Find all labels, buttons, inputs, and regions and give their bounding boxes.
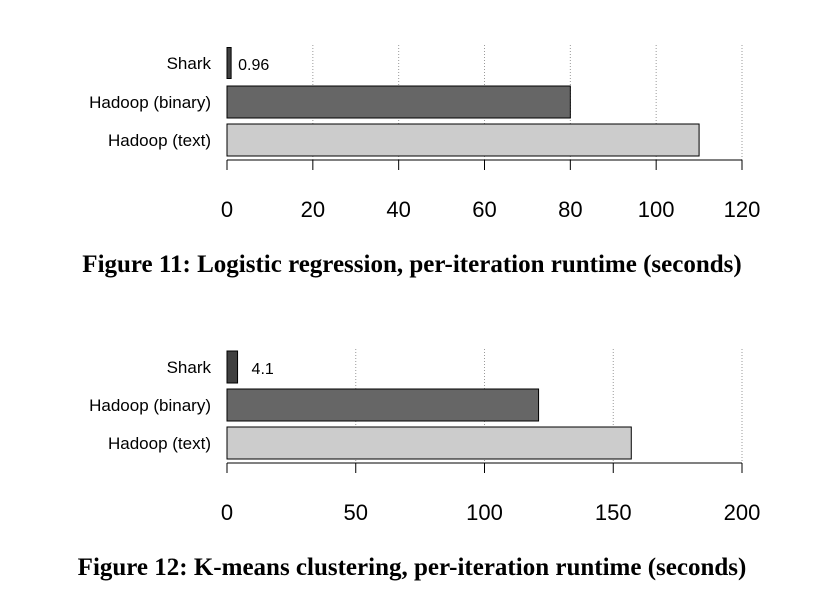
category-label: Hadoop (binary): [89, 93, 211, 112]
category-label: Shark: [167, 358, 212, 377]
category-label: Hadoop (binary): [89, 396, 211, 415]
x-tick-label: 120: [724, 197, 761, 222]
figure-caption: Figure 11: Logistic regression, per-iter…: [82, 251, 741, 278]
figure-caption: Figure 12: K-means clustering, per-itera…: [78, 554, 747, 581]
data-label: 4.1: [252, 361, 274, 378]
x-tick-label: 0: [221, 197, 233, 222]
category-label: Shark: [167, 54, 212, 73]
bar-hadoop-binary: [226, 388, 540, 422]
bar-hadoop-binary: [226, 85, 571, 119]
bar-shark: [226, 350, 239, 384]
x-tick-label: 50: [344, 500, 368, 525]
x-tick-label: 60: [472, 197, 496, 222]
category-label: Hadoop (text): [108, 434, 211, 453]
bar-shark: [226, 47, 232, 79]
category-label: Hadoop (text): [108, 131, 211, 150]
x-tick-label: 0: [221, 500, 233, 525]
bar-hadoop-text: [226, 123, 700, 157]
x-tick-label: 100: [638, 197, 675, 222]
x-tick-label: 200: [724, 500, 761, 525]
x-tick-label: 80: [558, 197, 582, 222]
bar-hadoop-text: [226, 426, 632, 460]
x-tick-label: 150: [595, 500, 632, 525]
chart-kmeans-clustering: Shark 4.1 Hadoop (binary) Hadoop (text) 0 50 1…: [78, 349, 761, 581]
chart-logistic-regression: Shark 0.96 Hadoop (binary) Hadoop (text) 0 20…: [82, 45, 760, 278]
data-label: 0.96: [238, 57, 269, 74]
x-tick-label: 20: [301, 197, 325, 222]
x-tick-label: 100: [466, 500, 503, 525]
x-tick-label: 40: [386, 197, 410, 222]
